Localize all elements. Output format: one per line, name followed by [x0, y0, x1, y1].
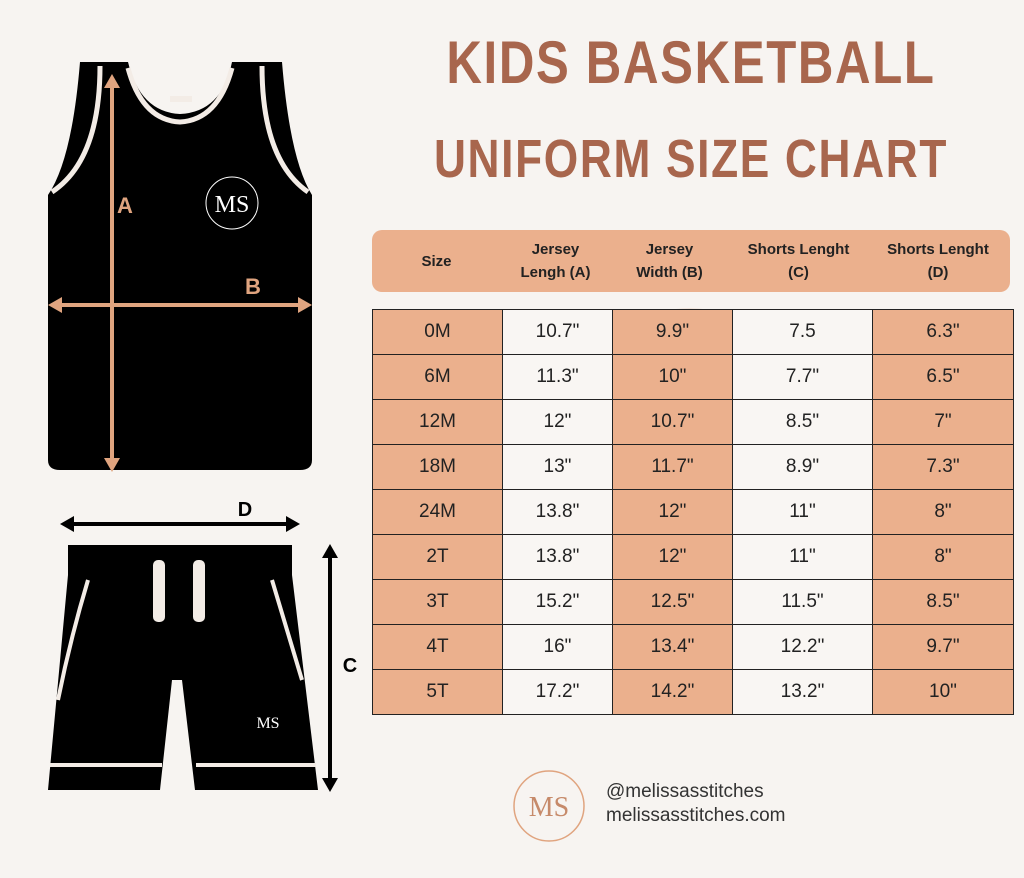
table-cell: 12M [372, 399, 503, 445]
table-cell: 13.8" [502, 489, 613, 535]
table-cell: 17.2" [502, 669, 613, 715]
table-cell: 18M [372, 444, 503, 490]
shorts-arrows [60, 516, 338, 792]
table-cell: 3T [372, 579, 503, 625]
shorts-logo-text: MS [256, 715, 279, 732]
table-cell: 11.3" [502, 354, 613, 400]
footer: @melissasstitches melissasstitches.com [606, 780, 786, 828]
drawstring [193, 560, 205, 622]
table-cell: 7.3" [872, 444, 1014, 490]
table-cell: 10.7" [502, 309, 613, 355]
drawstring [153, 560, 165, 622]
table-cell: 12" [612, 534, 733, 580]
jersey-tag [170, 96, 192, 102]
table-cell: 8.9" [732, 444, 873, 490]
table-cell: 4T [372, 624, 503, 670]
table-cell: 15.2" [502, 579, 613, 625]
shorts-trim [50, 579, 316, 767]
table-cell: 12" [502, 399, 613, 445]
table-cell: 6M [372, 354, 503, 400]
table-cell: 9.9" [612, 309, 733, 355]
table-cell: 8.5" [732, 399, 873, 445]
label-d: D [238, 499, 252, 521]
table-cell: 6.3" [872, 309, 1014, 355]
footer-logo [513, 770, 585, 842]
jersey-collar [125, 67, 235, 125]
table-cell: 7.7" [732, 354, 873, 400]
table-cell: 7.5 [732, 309, 873, 355]
table-cell: 10" [872, 669, 1014, 715]
table-cell: 10.7" [612, 399, 733, 445]
table-row: 0M 10.7" 9.9" 7.5 6.3" [372, 309, 1014, 355]
table-cell: 0M [372, 309, 503, 355]
table-cell: 11.5" [732, 579, 873, 625]
table-row: 5T 17.2" 14.2" 13.2" 10" [372, 669, 1014, 715]
size-table: 0M 10.7" 9.9" 7.5 6.3" 6M 11.3" 10" 7.7" 6.5" 12M 1… [372, 309, 1014, 715]
shorts [48, 545, 318, 790]
title: KIDS BASKETBALL [446, 29, 936, 96]
table-row: 3T 15.2" 12.5" 11.5" 8.5" [372, 579, 1014, 625]
table-cell: 24M [372, 489, 503, 535]
table-cell: 12.5" [612, 579, 733, 625]
jersey-arrows [48, 74, 312, 472]
table-row: 4T 16" 13.4" 12.2" 9.7" [372, 624, 1014, 670]
table-cell: 5T [372, 669, 503, 715]
table-header: Size Jersey Lengh (A) Jersey Width (B) Shor… [372, 230, 1010, 292]
table-row: 24M 13.8" 12" 11" 8" [372, 489, 1014, 535]
table-cell: 13.8" [502, 534, 613, 580]
website: melissasstitches.com [606, 805, 786, 826]
column-header: Shorts Lenght (D) [887, 241, 989, 281]
table-cell: 8.5" [872, 579, 1014, 625]
handle: @melissasstitches [606, 781, 764, 802]
table-cell: 13.4" [612, 624, 733, 670]
column-header: Jersey Lengh (A) [520, 241, 591, 281]
jersey-logo [205, 176, 259, 230]
table-row: 18M 13" 11.7" 8.9" 7.3" [372, 444, 1014, 490]
table-cell: 8" [872, 534, 1014, 580]
table-cell: 2T [372, 534, 503, 580]
column-header: Size [421, 252, 452, 270]
jersey-logo-text: MS [215, 192, 250, 218]
table-cell: 12" [612, 489, 733, 535]
column-header: Shorts Lenght (C) [747, 241, 850, 281]
table-cell: 6.5" [872, 354, 1014, 400]
label-b: B [245, 274, 261, 299]
footer-logo-text: MS [529, 792, 569, 823]
table-cell: 8" [872, 489, 1014, 535]
table-cell: 14.2" [612, 669, 733, 715]
table-cell: 7" [872, 399, 1014, 445]
table-cell: 12.2" [732, 624, 873, 670]
table-cell: 10" [612, 354, 733, 400]
table-row: 12M 12" 10.7" 8.5" 7" [372, 399, 1014, 445]
table-row: 2T 13.8" 12" 11" 8" [372, 534, 1014, 580]
jersey-trim [50, 65, 310, 195]
table-cell: 13.2" [732, 669, 873, 715]
table-cell: 11" [732, 489, 873, 535]
label-a: A [117, 193, 133, 218]
table-cell: 11" [732, 534, 873, 580]
subtitle: UNIFORM SIZE CHART [433, 129, 949, 189]
column-header: Jersey Width (B) [636, 241, 703, 281]
label-c: C [343, 655, 357, 677]
table-cell: 9.7" [872, 624, 1014, 670]
table-cell: 13" [502, 444, 613, 490]
table-cell: 16" [502, 624, 613, 670]
table-cell: 11.7" [612, 444, 733, 490]
table-row: 6M 11.3" 10" 7.7" 6.5" [372, 354, 1014, 400]
